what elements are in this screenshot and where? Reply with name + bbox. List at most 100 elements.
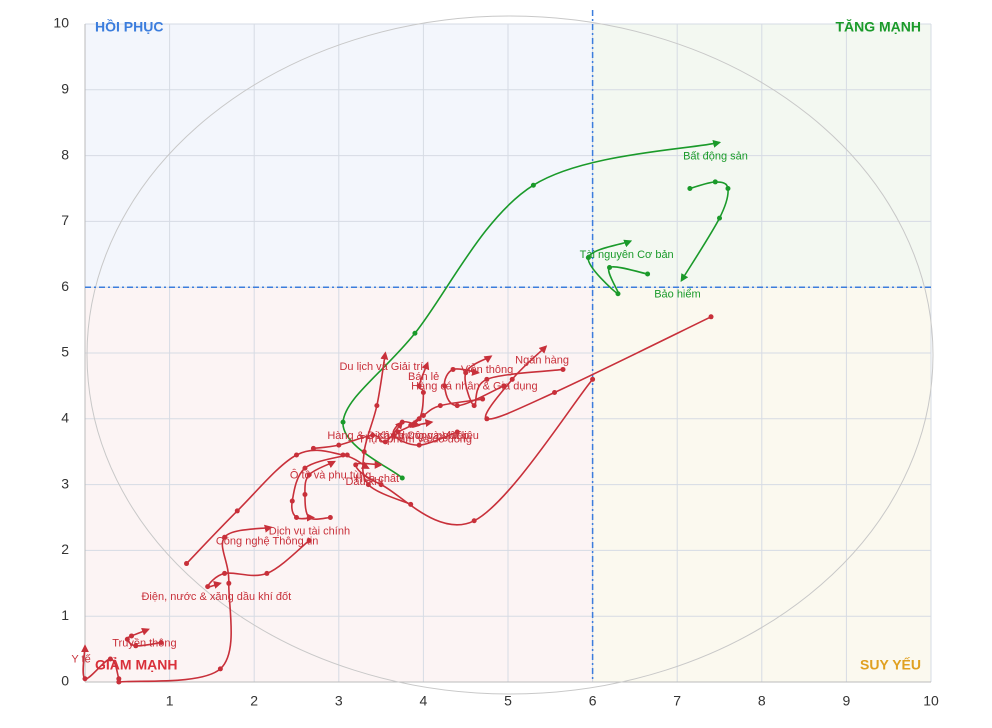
y-tick-label: 4 [61, 410, 69, 426]
x-tick-label: 1 [166, 693, 174, 709]
trail-point [717, 215, 722, 221]
trail-point [480, 396, 486, 402]
trail-point [365, 482, 371, 488]
series-label: Điện, nước & xăng dầu khí đốt [141, 591, 291, 603]
trail-point [336, 442, 342, 448]
x-tick-label: 2 [250, 693, 258, 709]
trail-point [116, 676, 122, 682]
trail-point [353, 462, 359, 468]
trail-point [306, 472, 312, 478]
trail-point [484, 416, 490, 422]
trail-point [158, 640, 164, 646]
y-tick-label: 5 [61, 344, 69, 360]
y-tick-label: 3 [61, 475, 69, 491]
series-label: Bán lẻ [408, 371, 439, 383]
series-label: Tài nguyên Cơ bản [580, 249, 674, 261]
trail-point [552, 389, 558, 395]
x-tick-label: 3 [335, 693, 343, 709]
trail [185, 449, 370, 565]
y-tick-label: 1 [61, 607, 69, 623]
y-tick-label: 7 [61, 212, 69, 228]
trail-point [560, 366, 566, 372]
series-label: Hàng cá nhân & Gia dụng [411, 381, 538, 393]
x-tick-label: 10 [923, 693, 939, 709]
trail [80, 644, 120, 680]
x-tick-label: 4 [420, 693, 428, 709]
trail-point [129, 633, 135, 639]
trail-point [226, 580, 232, 586]
trail-point [454, 403, 460, 409]
y-tick-label: 2 [61, 541, 69, 557]
trail-point [725, 186, 731, 191]
trail-point [442, 383, 448, 389]
trail-point [687, 186, 693, 191]
trail-point [294, 452, 299, 458]
trail-point [289, 498, 295, 504]
trail-point [107, 656, 113, 662]
trail-point [645, 271, 651, 277]
trail-point [370, 432, 376, 438]
series-label: Bảo hiểm [654, 289, 700, 301]
y-tick-label: 10 [53, 15, 69, 31]
x-tick-label: 6 [589, 693, 597, 709]
trail-point [712, 179, 718, 185]
trail-point [302, 465, 308, 471]
reference-ellipse [86, 15, 934, 695]
y-tick-label: 8 [61, 146, 69, 162]
quadrant-label: TĂNG MẠNH [835, 19, 921, 35]
trail-point [264, 570, 270, 576]
trail-point [501, 383, 507, 389]
quadrant-label: SUY YẾU [860, 657, 921, 673]
trail-point [463, 370, 469, 376]
series-label: Dịch vụ tài chính [269, 525, 350, 537]
trail-point [374, 403, 380, 409]
trail-point [382, 439, 388, 445]
trail-point [530, 182, 536, 188]
trail-point [378, 482, 384, 488]
trail-point [306, 538, 312, 544]
trail-point [509, 376, 515, 382]
x-tick-label: 8 [758, 693, 766, 709]
trail-point [361, 449, 367, 455]
trail-point [217, 666, 223, 672]
trail-point [340, 419, 346, 425]
trail-point [420, 413, 426, 419]
trail-point [484, 376, 490, 382]
trail-point [399, 475, 405, 481]
y-tick-label: 6 [61, 278, 69, 294]
trail-point [184, 561, 190, 567]
trail-point [234, 508, 240, 514]
y-tick-label: 0 [61, 673, 69, 689]
trail-point [437, 403, 443, 409]
trail-point [222, 570, 228, 576]
trail-point [82, 676, 88, 682]
trail-point [416, 383, 422, 389]
trail [118, 524, 273, 683]
trail-point [607, 264, 613, 270]
series-label: Ô tô và phụ tùng [290, 468, 371, 481]
trail-point [471, 518, 477, 524]
trail-point [615, 291, 621, 297]
x-tick-label: 9 [843, 693, 851, 709]
quadrant-label: HỒI PHỤC [95, 18, 163, 35]
trail-point [412, 330, 418, 336]
trail-point [124, 636, 130, 642]
series-label: Ngân hàng [515, 354, 569, 366]
series-label: Truyền thông [112, 637, 176, 649]
y-tick-label: 9 [61, 81, 69, 97]
series-label: Công nghệ Thông tin [216, 535, 319, 547]
trail-point [133, 643, 139, 649]
trail-point [302, 491, 308, 497]
series-label: Du lịch và Giải trí [339, 361, 423, 373]
series-label: Viễn thông [461, 363, 513, 376]
trail-point [708, 314, 714, 320]
series-label: Y tế [71, 654, 90, 666]
trail-point [222, 534, 228, 540]
x-tick-label: 5 [504, 693, 512, 709]
trail-point [420, 389, 426, 395]
trail-point [416, 442, 422, 448]
x-tick-label: 7 [673, 693, 681, 709]
series-label: Bất động sản [683, 150, 748, 162]
series-label: Dầu khí [345, 476, 383, 488]
